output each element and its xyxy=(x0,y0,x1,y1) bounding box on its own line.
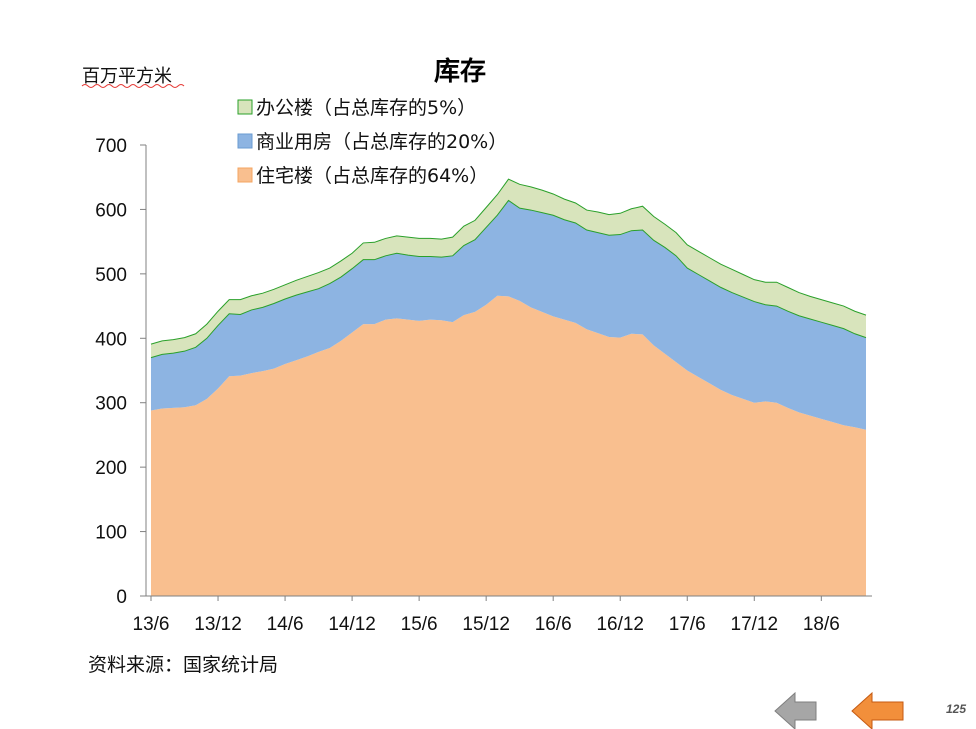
legend-label: 商业用房（占总库存的20%） xyxy=(256,131,507,153)
legend-label: 住宅楼（占总库存的64%） xyxy=(256,165,488,187)
y-tick-label: 500 xyxy=(95,265,127,286)
y-tick-label: 100 xyxy=(95,523,127,544)
y-tick-label: 400 xyxy=(95,329,127,350)
x-tick-label: 16/6 xyxy=(535,614,572,635)
x-tick-label: 15/6 xyxy=(401,614,438,635)
page-number: 125 xyxy=(946,702,966,716)
x-tick-label: 14/12 xyxy=(328,614,376,635)
area-series-2 xyxy=(151,179,866,358)
x-tick-label: 15/12 xyxy=(462,614,510,635)
legend-swatch xyxy=(237,99,253,115)
arrow-left-gray-icon xyxy=(774,691,817,729)
y-tick-label: 700 xyxy=(95,136,127,157)
legend: 办公楼（占总库存的5%） 商业用房（占总库存的20%） 住宅楼（占总库存的64%） xyxy=(237,97,507,187)
y-tick-label: 0 xyxy=(116,587,127,608)
previous-page-button[interactable] xyxy=(851,691,904,729)
source-note: 资料来源：国家统计局 xyxy=(88,654,278,676)
arrow-left-orange-icon xyxy=(851,691,904,729)
x-tick-label: 13/12 xyxy=(194,614,242,635)
x-tick-label: 13/6 xyxy=(133,614,170,635)
axes: 0 100 200 300 400 500 600 700 13/6 13/12 14/6 14/12… xyxy=(95,136,872,635)
x-tick-label: 17/6 xyxy=(669,614,706,635)
x-tick-label: 17/12 xyxy=(731,614,779,635)
area-series-1 xyxy=(151,200,866,430)
chart-title: 库存 xyxy=(434,57,486,87)
office-bottom-edge xyxy=(150,199,867,359)
y-tick-label: 200 xyxy=(95,458,127,479)
unit-label: 百万平方米 xyxy=(82,66,172,87)
y-tick-label: 300 xyxy=(95,394,127,415)
area-series-0 xyxy=(151,295,866,596)
spellcheck-underline xyxy=(81,84,185,88)
office-top-edge xyxy=(150,178,867,345)
x-tick-label: 16/12 xyxy=(596,614,644,635)
y-tick-label: 600 xyxy=(95,200,127,221)
x-tick-label: 14/6 xyxy=(267,614,304,635)
area-series-group xyxy=(150,178,867,596)
back-arrow-button[interactable] xyxy=(774,691,817,729)
legend-swatch xyxy=(237,167,253,183)
x-tick-label: 18/6 xyxy=(803,614,840,635)
legend-swatch xyxy=(237,133,253,149)
legend-label: 办公楼（占总库存的5%） xyxy=(256,97,476,119)
